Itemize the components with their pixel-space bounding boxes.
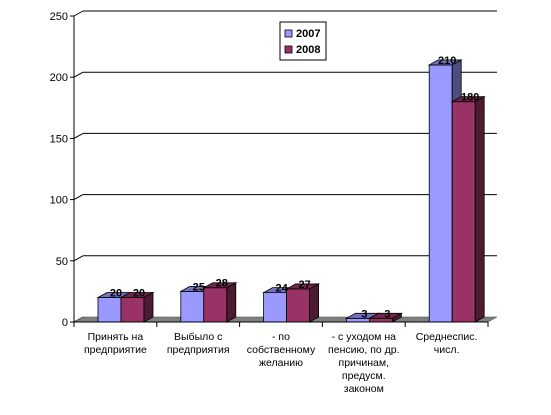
data-label: 20 <box>110 288 122 300</box>
x-axis: Принять на предприятие Выбыло с предприятия… <box>73 321 489 395</box>
data-label: 3 <box>361 308 367 320</box>
bar-side <box>226 282 237 323</box>
legend: 2007 2008 <box>279 21 327 61</box>
bar-2008-3 <box>367 312 403 323</box>
y-tick-label: 50 <box>56 256 68 268</box>
data-label: 25 <box>193 281 205 293</box>
bar-side <box>143 291 154 323</box>
bar-front <box>97 297 122 323</box>
bar-front <box>203 287 228 323</box>
data-label: 28 <box>216 278 228 290</box>
gridline-diag <box>73 255 84 262</box>
x-tick-label: Среднеспис. числ. <box>416 331 478 356</box>
gridline-diag <box>73 132 84 139</box>
bar-side <box>391 312 402 323</box>
data-label: 27 <box>298 279 310 291</box>
x-tick-label: Выбыло с предприятия <box>167 331 230 356</box>
bar-front <box>263 292 288 323</box>
y-tick-label: 150 <box>50 133 68 145</box>
y-tick-label: 250 <box>50 11 68 23</box>
gridline-diag <box>73 10 84 17</box>
y-tick-label: 100 <box>50 195 68 207</box>
bar-2008-1 <box>202 282 238 323</box>
gridlines <box>73 10 497 262</box>
bar-front <box>286 288 311 323</box>
y-tick-label: 200 <box>50 72 68 84</box>
legend-box <box>279 21 327 61</box>
bar-front <box>120 297 145 323</box>
bar-2008-2 <box>285 283 321 323</box>
bar-front <box>180 290 205 323</box>
legend-swatch <box>284 29 293 38</box>
data-label: 180 <box>461 92 479 104</box>
data-labels: 20 20 25 28 24 27 3 3 210 180 <box>110 55 480 320</box>
x-tick-label: - по собственному желанию <box>247 331 316 369</box>
x-tick-label: - с уходом на пенсию, по др. причинам, пред… <box>328 331 399 395</box>
y-tick-label: 0 <box>62 317 68 329</box>
data-label: 210 <box>438 55 456 67</box>
y-axis: 0 50 100 150 200 250 <box>50 11 75 329</box>
bar-front <box>451 101 476 323</box>
data-label: 3 <box>384 308 390 320</box>
gridline-diag <box>73 194 84 201</box>
gridline-diag <box>73 71 84 78</box>
legend-label: 2008 <box>296 44 320 56</box>
legend-swatch <box>284 45 293 54</box>
x-tick-label: Принять на предприятие <box>84 331 147 356</box>
data-label: 20 <box>133 288 145 300</box>
bar-2008-0 <box>119 291 155 323</box>
legend-label: 2007 <box>296 28 320 40</box>
bar-front <box>428 64 453 323</box>
bar-side <box>309 283 320 323</box>
bars <box>96 59 486 323</box>
bar-2008-4 <box>450 96 486 323</box>
bar-side <box>474 96 485 323</box>
data-label: 24 <box>275 283 288 295</box>
